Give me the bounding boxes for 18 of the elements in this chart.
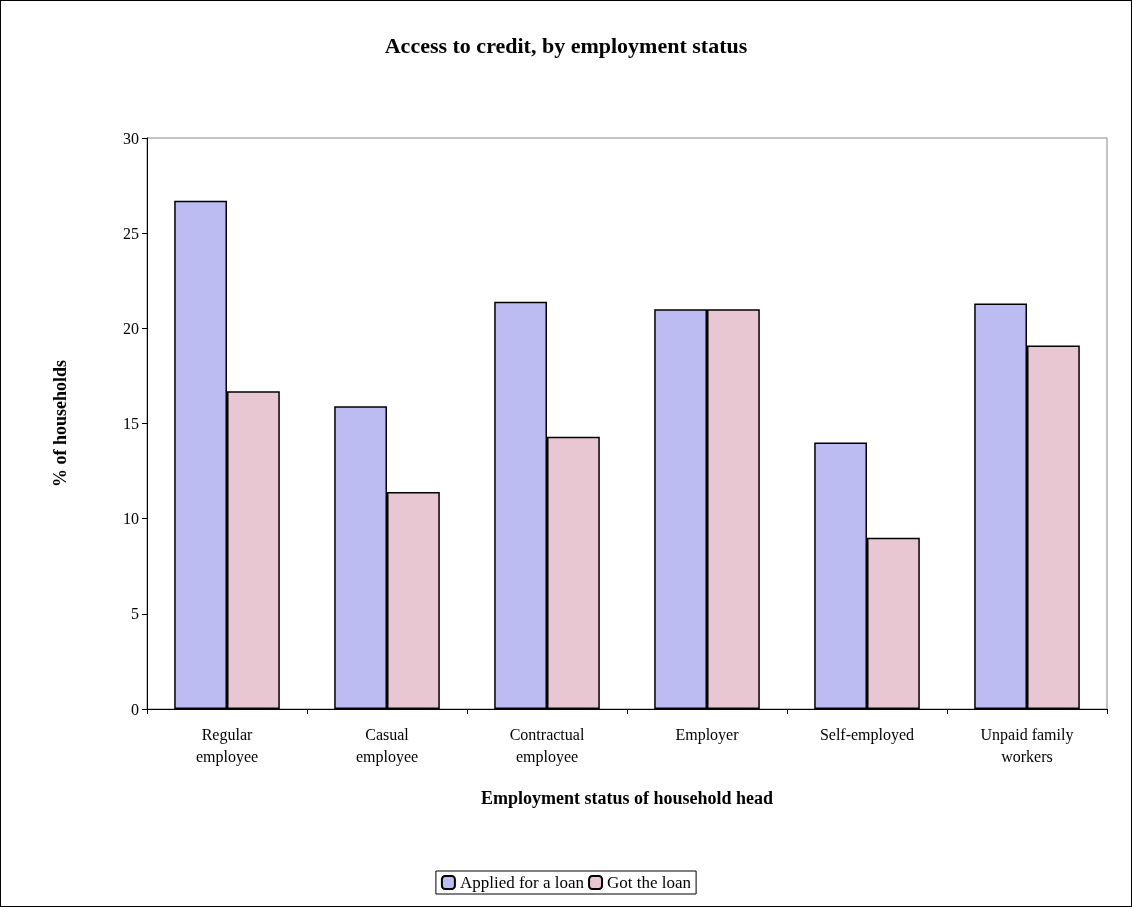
- x-tick-label: Self-employed: [819, 725, 915, 744]
- y-tick-label: 10: [123, 510, 139, 528]
- y-tick-label: 30: [123, 129, 139, 147]
- y-tick-label: 15: [123, 415, 139, 432]
- x-axis-title: Employment status of household head: [480, 788, 774, 808]
- x-tick-label: Employer: [675, 725, 740, 744]
- legend-label: Got the loan: [607, 873, 692, 892]
- x-tick-label: Regular employee: [195, 725, 259, 766]
- x-tick-label: Unpaid family workers: [980, 725, 1074, 765]
- y-axis-title: % of households: [50, 359, 70, 488]
- x-tick-label: Contractual employee: [509, 725, 585, 766]
- chart-title: Access to credit, by employment status: [384, 32, 748, 58]
- x-tick-label: Casual employee: [355, 725, 419, 766]
- y-tick-label: 5: [131, 605, 139, 623]
- y-tick-label: 0: [131, 700, 139, 718]
- y-tick-label: 25: [123, 224, 139, 242]
- legend-label: Applied for a loan: [459, 873, 585, 892]
- y-tick-label: 20: [123, 319, 139, 337]
